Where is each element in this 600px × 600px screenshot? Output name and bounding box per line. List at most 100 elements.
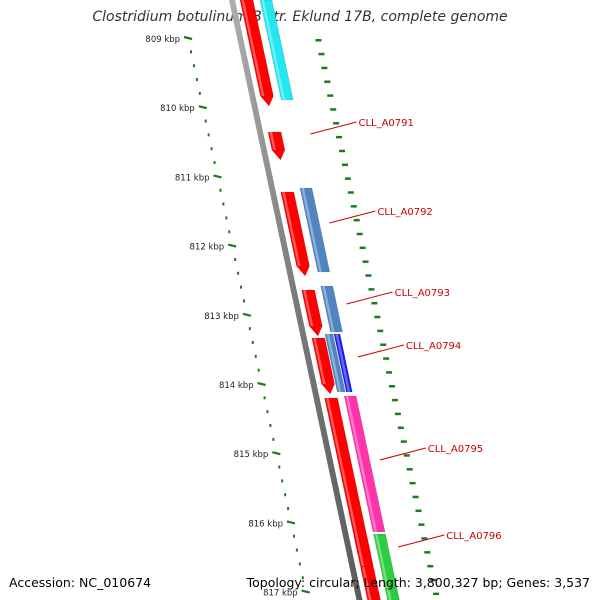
ruler-minor-tick xyxy=(251,340,254,344)
gene-feature-highlight xyxy=(322,286,335,332)
gene-leader-line xyxy=(379,447,426,461)
gene-feature-highlight xyxy=(335,334,351,392)
outer-tick xyxy=(391,398,398,402)
ruler-minor-tick xyxy=(292,534,295,538)
gene-leader-line xyxy=(357,344,404,358)
ruler-minor-tick xyxy=(257,368,260,372)
outer-tick xyxy=(365,274,372,277)
cds-feature-highlight xyxy=(282,192,301,266)
outer-tick xyxy=(353,218,360,222)
outer-tick xyxy=(374,315,381,319)
outer-tick xyxy=(412,495,419,499)
ruler-minor-tick xyxy=(213,161,216,165)
gene-leader-line xyxy=(346,291,393,305)
ruler-minor-tick xyxy=(240,285,243,289)
ruler-minor-tick xyxy=(237,271,240,275)
ruler-minor-tick xyxy=(234,257,237,261)
ruler-minor-tick xyxy=(207,133,210,137)
ruler-minor-tick xyxy=(269,424,272,428)
cds-feature xyxy=(267,131,286,161)
ruler-major-tick xyxy=(213,174,222,179)
cds-feature xyxy=(280,191,310,277)
accession-text: Accession: NC_010674 xyxy=(9,575,152,590)
ruler-minor-tick xyxy=(192,64,195,68)
cds-feature-highlight xyxy=(269,132,276,150)
outer-tick xyxy=(330,108,337,111)
map-title: Clostridium botulinum B str. Eklund 17B,… xyxy=(92,9,508,25)
outer-tick xyxy=(327,94,334,97)
ruler-minor-tick xyxy=(225,216,228,220)
outer-tick xyxy=(321,66,328,70)
outer-tick xyxy=(403,454,410,457)
gene-label: CLL_A0794 xyxy=(406,341,461,352)
ruler-minor-tick xyxy=(254,354,257,358)
outer-tick xyxy=(409,481,416,485)
feature-layer xyxy=(239,0,400,600)
outer-tick xyxy=(427,564,434,568)
outer-tick xyxy=(397,426,404,430)
ruler-minor-tick xyxy=(190,50,193,54)
gene-label: CLL_A0791 xyxy=(358,118,413,129)
outer-tick xyxy=(377,329,384,333)
cds-feature-highlight xyxy=(303,290,314,326)
outer-tick xyxy=(415,509,422,513)
outer-tick xyxy=(430,578,437,582)
ruler-major-tick xyxy=(198,105,208,110)
ruler-minor-tick xyxy=(210,147,213,151)
outer-tick xyxy=(324,80,331,84)
genome-backbone xyxy=(229,0,363,600)
gene-leader-line xyxy=(329,210,376,224)
outer-tick xyxy=(383,357,390,360)
cds-feature xyxy=(311,337,335,395)
outer-tick xyxy=(433,592,440,596)
outer-tick xyxy=(362,260,369,263)
gene-feature xyxy=(259,0,294,101)
outer-tick xyxy=(350,205,357,208)
ruler-tick-label: 810 kbp xyxy=(160,104,195,114)
ruler-minor-tick xyxy=(263,396,266,400)
gene-leader-line xyxy=(398,534,445,548)
gene-label: CLL_A0793 xyxy=(395,288,450,299)
label-layer: CLL_A0791 CLL_A0792 CLL_A0793 CLL_A0794 CLL_… xyxy=(310,118,502,548)
gene-feature xyxy=(333,333,353,393)
gene-feature-highlight xyxy=(301,188,322,272)
cds-feature-highlight xyxy=(241,0,265,96)
outer-tick xyxy=(368,288,375,291)
cds-feature xyxy=(301,289,323,337)
ruler-tick-label: 817 kbp xyxy=(263,589,298,599)
cds-feature-highlight xyxy=(361,567,372,600)
outer-tick xyxy=(359,246,366,250)
ruler-minor-tick xyxy=(198,91,201,95)
gene-feature xyxy=(343,395,386,533)
ruler-minor-tick xyxy=(295,548,298,552)
gene-feature xyxy=(320,285,343,333)
outer-tick xyxy=(318,52,325,56)
ruler-tick-label: 813 kbp xyxy=(204,312,239,322)
ruler-minor-tick xyxy=(266,410,269,414)
ruler-minor-tick xyxy=(272,437,275,441)
ruler-minor-tick xyxy=(204,119,207,123)
gene-label: CLL_A0795 xyxy=(428,444,483,455)
ruler-major-tick xyxy=(227,243,237,248)
gene-feature xyxy=(373,533,400,600)
ruler-minor-tick xyxy=(248,327,251,331)
cds-feature-highlight xyxy=(355,536,365,566)
ruler-major-tick xyxy=(286,520,296,525)
ruler-minor-tick xyxy=(219,188,222,192)
ruler-major-tick xyxy=(257,381,266,387)
cds-feature-highlight xyxy=(313,338,326,384)
ruler-minor-tick xyxy=(242,299,245,303)
cds-feature xyxy=(360,566,381,600)
ruler-minor-tick xyxy=(298,562,301,566)
outer-tick xyxy=(380,343,387,346)
ruler-tick-label: 815 kbp xyxy=(234,450,269,460)
gene-leader-line xyxy=(310,121,357,135)
gene-label: CLL_A0796 xyxy=(446,531,501,542)
outer-tick xyxy=(336,135,343,139)
outer-tick xyxy=(315,39,322,42)
outer-tick xyxy=(341,163,348,167)
ruler-major-tick xyxy=(242,312,252,317)
ruler-tick-label: 816 kbp xyxy=(248,519,283,529)
